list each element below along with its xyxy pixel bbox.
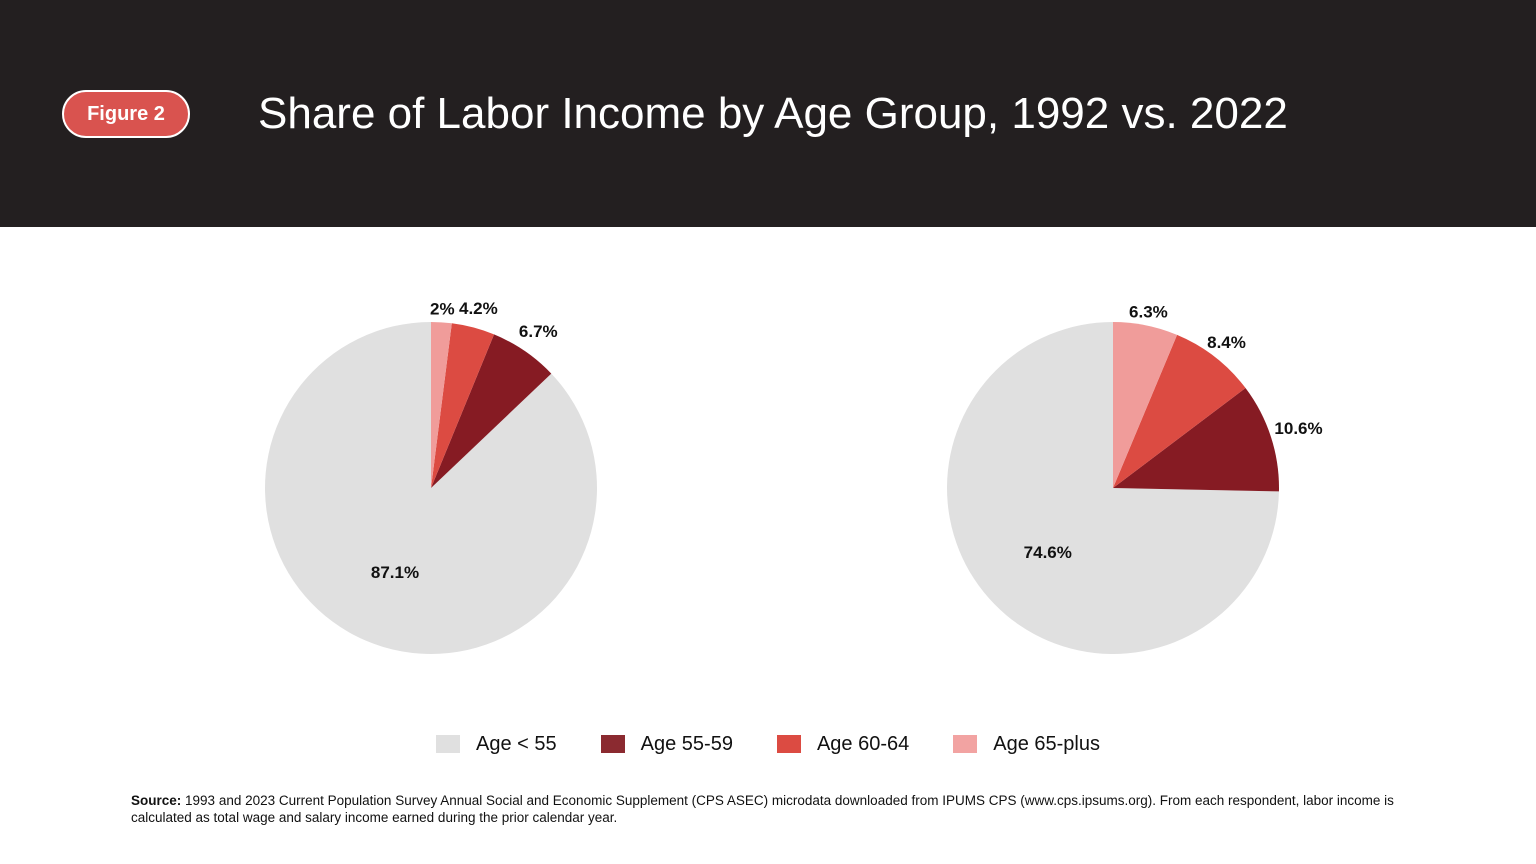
header-bar: Figure 2 Share of Labor Income by Age Gr…	[0, 0, 1536, 227]
pie-charts: 87.1% 6.7% 4.2%2% 74.6% 10.6% 8.4% 6.3%	[264, 299, 1323, 654]
legend-label: Age < 55	[476, 732, 557, 755]
source-text: 1993 and 2023 Current Population Survey …	[131, 793, 1394, 825]
pie-data-label: 6.3%	[1129, 303, 1168, 322]
pie-slice-age-60-64	[431, 323, 495, 488]
legend-item-age-55-59: Age 55-59	[600, 732, 733, 756]
legend-label: Age 65-plus	[993, 732, 1100, 755]
legend-item-age-under-55: Age < 55	[436, 733, 557, 756]
pie-slice-age-65-plus	[1113, 322, 1178, 488]
pie-slice-age-65-plus	[431, 322, 452, 488]
legend-item-age-65-plus: Age 65-plus	[953, 733, 1100, 756]
figure-badge: Figure 2	[62, 90, 190, 138]
pie-slice-age-55-59	[431, 334, 552, 488]
pie-slice-age-60-64	[1113, 334, 1246, 488]
legend-label: Age 60-64	[816, 732, 910, 755]
pie-data-label: 2%	[430, 299, 455, 318]
pie-data-label: 4.2%	[459, 299, 498, 318]
legend: Age < 55 Age 55-59 Age 60-64 Age 65-plus	[0, 730, 1536, 758]
legend-swatch	[600, 735, 625, 753]
legend-item-age-60-64: Age 60-64	[776, 732, 910, 756]
legend-label: Age 55-59	[640, 732, 733, 755]
legend-swatch	[436, 735, 461, 753]
pie-data-label: 87.1%	[371, 563, 419, 582]
chart-title: Share of Labor Income by Age Group, 1992…	[258, 89, 1288, 138]
source-note: Source: 1993 and 2023 Current Population…	[131, 792, 1411, 826]
pie-chart-2022: 74.6% 10.6% 8.4% 6.3%	[947, 303, 1323, 654]
source-lead: Source:	[131, 793, 182, 808]
pie-slice-age-55	[947, 322, 1279, 654]
pie-chart-1992: 87.1% 6.7% 4.2%2%	[264, 299, 597, 654]
legend-swatch	[776, 735, 801, 753]
pie-slice-age-55-59	[1113, 388, 1279, 492]
pie-data-label: 6.7%	[519, 322, 558, 341]
pie-data-label: 10.6%	[1274, 419, 1322, 438]
legend-swatch	[953, 735, 978, 753]
pie-data-label: 8.4%	[1207, 333, 1246, 352]
pie-data-label: 74.6%	[1024, 543, 1072, 562]
